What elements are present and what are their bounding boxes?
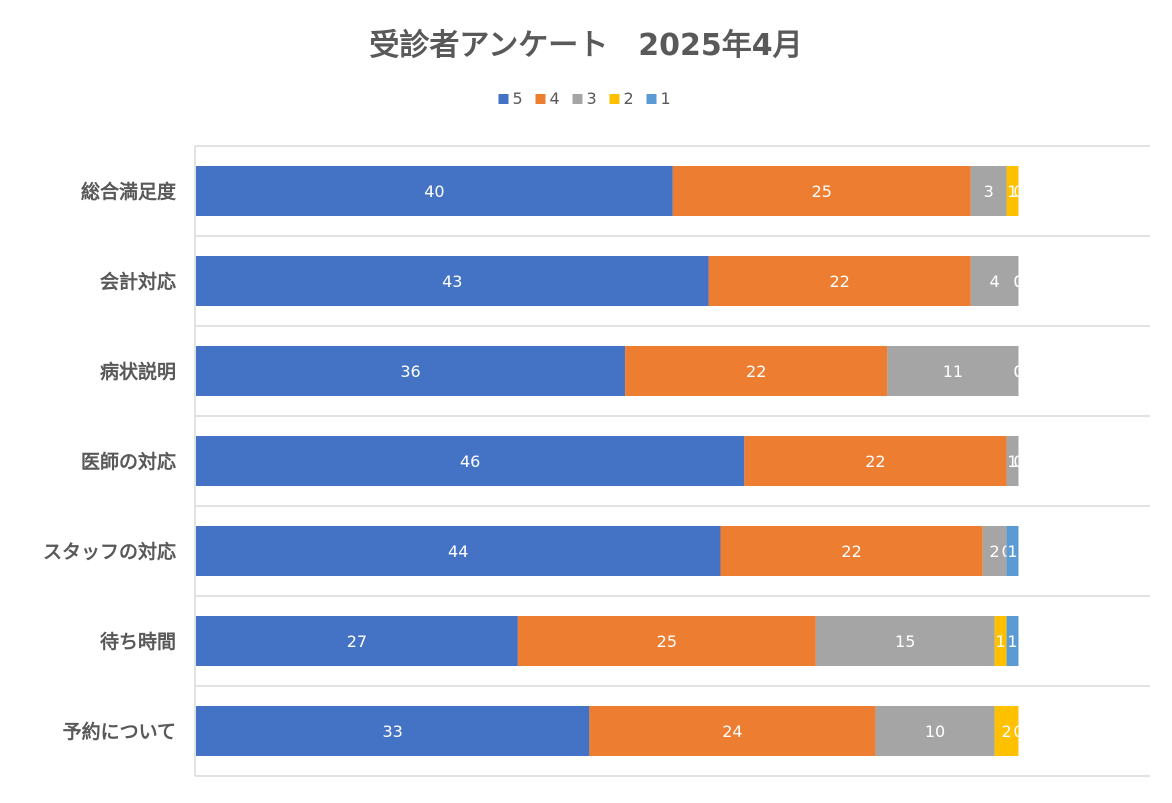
category-label: 病状説明 xyxy=(100,360,176,383)
data-label: 3 xyxy=(984,182,994,201)
bar-segment xyxy=(589,706,876,756)
bar-segment xyxy=(744,436,1007,486)
legend-swatch xyxy=(498,94,509,104)
data-label: 24 xyxy=(722,722,742,741)
data-label: 0 xyxy=(1013,182,1023,201)
bar-segment xyxy=(815,616,995,666)
data-label: 11 xyxy=(943,362,963,381)
legend-swatch xyxy=(572,94,583,104)
data-label: 0 xyxy=(1013,722,1023,741)
legend-swatch xyxy=(609,94,620,104)
data-label: 33 xyxy=(383,722,403,741)
data-label: 22 xyxy=(746,362,766,381)
bar-segment xyxy=(196,616,518,666)
data-label: 1 xyxy=(996,632,1006,651)
bar-segment xyxy=(196,526,721,576)
bar-segment xyxy=(994,706,1019,756)
legend-label: 5 xyxy=(513,89,523,108)
chart-title: 受診者アンケート 2025年4月 xyxy=(369,28,802,63)
bar-segment xyxy=(196,346,626,396)
data-label: 0 xyxy=(1013,452,1023,471)
legend-label: 1 xyxy=(661,89,671,108)
bar-segment xyxy=(196,706,590,756)
data-label: 0 xyxy=(1013,272,1023,291)
category-label: 医師の対応 xyxy=(81,450,176,473)
category-label: 予約について xyxy=(63,720,176,743)
bar-segment xyxy=(1006,616,1019,666)
bar-segment xyxy=(1006,526,1019,576)
bar-segment xyxy=(970,166,1007,216)
bar-segment xyxy=(196,166,673,216)
data-label: 27 xyxy=(347,632,367,651)
data-label: 46 xyxy=(460,452,480,471)
bar-segment xyxy=(970,256,1019,306)
bar-segment xyxy=(625,346,888,396)
data-label: 0 xyxy=(1013,362,1023,381)
category-label: 会計対応 xyxy=(100,270,176,293)
data-label: 36 xyxy=(400,362,420,381)
data-label: 22 xyxy=(830,272,850,291)
bar-segment xyxy=(196,436,745,486)
bar-segment xyxy=(1006,436,1019,486)
data-label: 10 xyxy=(925,722,945,741)
data-label: 22 xyxy=(841,542,861,561)
data-label: 4 xyxy=(990,272,1000,291)
data-label: 22 xyxy=(865,452,885,471)
category-label: 待ち時間 xyxy=(100,630,176,653)
legend-swatch xyxy=(646,94,657,104)
data-label: 1 xyxy=(1007,542,1017,561)
data-label: 40 xyxy=(424,182,444,201)
data-label: 1 xyxy=(1007,632,1017,651)
data-label: 44 xyxy=(448,542,468,561)
data-label: 2 xyxy=(990,542,1000,561)
legend-label: 3 xyxy=(587,89,597,108)
category-label: 総合満足度 xyxy=(81,180,177,203)
data-label: 25 xyxy=(812,182,832,201)
category-label: スタッフの対応 xyxy=(43,540,176,563)
bar-segment xyxy=(720,526,983,576)
data-label: 43 xyxy=(442,272,462,291)
bar-segment xyxy=(517,616,816,666)
bar-segment xyxy=(875,706,995,756)
bar-segment xyxy=(1006,166,1019,216)
bar-segment xyxy=(708,256,971,306)
bar-segment xyxy=(196,256,709,306)
data-label: 0 xyxy=(1013,452,1023,471)
data-label: 15 xyxy=(895,632,915,651)
legend-label: 4 xyxy=(550,89,560,108)
bar-segment xyxy=(982,526,1007,576)
bar-segment xyxy=(672,166,971,216)
data-label: 1 xyxy=(1007,182,1017,201)
bar-segment xyxy=(994,616,1007,666)
legend: 5 4 3 2 1 xyxy=(498,89,671,108)
legend-swatch xyxy=(535,94,546,104)
data-label: 25 xyxy=(657,632,677,651)
data-label: 0 xyxy=(1013,272,1023,291)
legend-label: 2 xyxy=(624,89,634,108)
data-label: 0 xyxy=(1013,362,1023,381)
data-label: 1 xyxy=(1007,452,1017,471)
data-label: 2 xyxy=(1001,722,1011,741)
bar-segment xyxy=(887,346,1019,396)
